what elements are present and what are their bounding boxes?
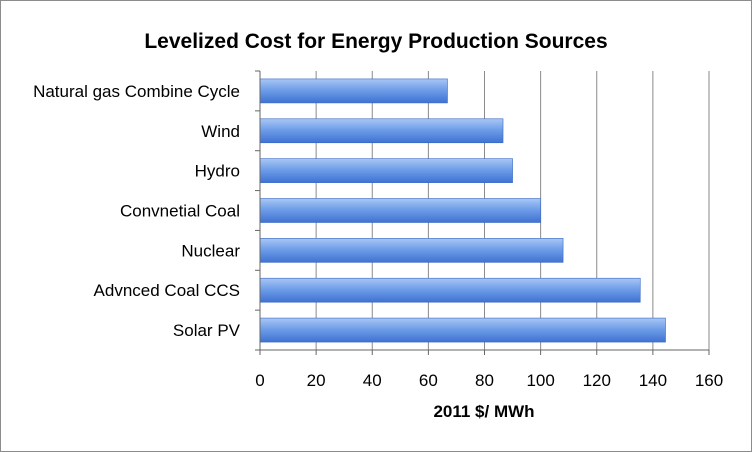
x-tick-label: 140 (639, 371, 667, 390)
x-tick-label: 0 (255, 371, 264, 390)
x-tick-label: 120 (583, 371, 611, 390)
category-labels: Natural gas Combine Cycle Wind Hydro Convne… (33, 82, 241, 340)
x-tick-label: 160 (695, 371, 723, 390)
x-axis-title: 2011 $/ MWh (433, 402, 534, 421)
x-tick-label: 100 (526, 371, 554, 390)
bar-hydro (259, 158, 513, 183)
axes (255, 70, 710, 355)
bar-advnced-coal-ccs (259, 277, 641, 303)
bar-solar-pv (259, 317, 666, 343)
category-label: Hydro (195, 162, 240, 181)
x-tick-label: 20 (307, 371, 326, 390)
bar-convnetial-coal (259, 198, 541, 223)
category-label: Solar PV (173, 321, 241, 340)
category-label: Wind (201, 122, 240, 141)
category-label: Natural gas Combine Cycle (33, 82, 240, 101)
x-tick-label: 80 (475, 371, 494, 390)
bar-natural-gas-combine-cycle (259, 78, 448, 104)
category-label: Advnced Coal CCS (94, 281, 240, 300)
chart-title: Levelized Cost for Energy Production Sou… (144, 30, 607, 53)
bars (259, 78, 666, 343)
category-label: Convnetial Coal (120, 202, 240, 221)
tick-labels: 0 20 40 60 80 100 120 140 160 (255, 371, 723, 390)
x-tick-label: 40 (363, 371, 382, 390)
category-label: Nuclear (181, 241, 240, 260)
bar-nuclear (259, 238, 564, 263)
x-tick-label: 60 (419, 371, 438, 390)
bar-wind (259, 118, 504, 144)
